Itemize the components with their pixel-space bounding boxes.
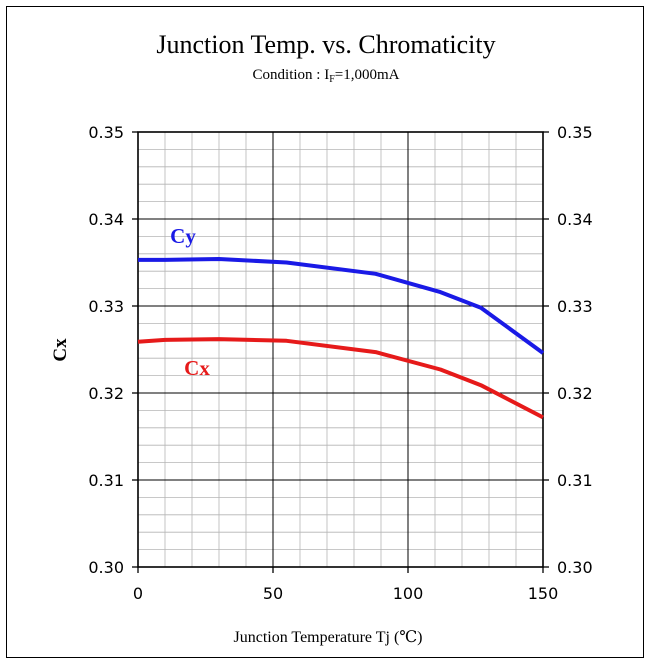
- x-tick-label: 100: [393, 584, 424, 603]
- y-tick-label-left: 0.34: [88, 210, 124, 229]
- plot-border: [137, 131, 544, 568]
- y-tick-label-left: 0.33: [88, 297, 124, 316]
- chart-subtitle: Condition : IF=1,000mA: [253, 67, 400, 85]
- y-tick-label-right: 0.32: [557, 384, 593, 403]
- y-tick-label-right: 0.31: [557, 471, 593, 490]
- tick-labels: 0.30 0.30 0.31 0.31 0.32 0.32 0.33 0.33 0.34 0.34…: [88, 123, 592, 603]
- x-axis-label: Junction Temperature Tj (℃): [233, 629, 422, 646]
- subtitle-subscript: F: [329, 74, 335, 85]
- axes: [132, 131, 549, 573]
- subtitle-suffix: =1,000mA: [335, 67, 400, 83]
- x-tick-label: 0: [133, 584, 143, 603]
- chart-title: Junction Temp. vs. Chromaticity: [156, 30, 495, 59]
- x-tick-label: 50: [263, 584, 283, 603]
- series-labels: Cy Cx: [170, 224, 210, 380]
- subtitle-prefix: Condition : I: [253, 67, 330, 83]
- series-label-cx: Cx: [184, 356, 210, 380]
- series-line-cy: [138, 257, 545, 355]
- y-tick-label-right: 0.33: [557, 297, 593, 316]
- series-label-cy: Cy: [170, 224, 196, 248]
- series-lines: [137, 257, 545, 420]
- y-tick-label-right: 0.35: [557, 123, 593, 142]
- series-line-cx: [137, 337, 544, 420]
- y-tick-label-right: 0.30: [557, 558, 593, 577]
- y-tick-label-left: 0.31: [88, 471, 124, 490]
- y-tick-label-left: 0.32: [88, 384, 124, 403]
- y-tick-label-right: 0.34: [557, 210, 593, 229]
- y-tick-label-left: 0.35: [88, 123, 124, 142]
- y-tick-label-left: 0.30: [88, 558, 124, 577]
- x-tick-label: 150: [528, 584, 559, 603]
- y-axis-label: Cx: [50, 338, 71, 362]
